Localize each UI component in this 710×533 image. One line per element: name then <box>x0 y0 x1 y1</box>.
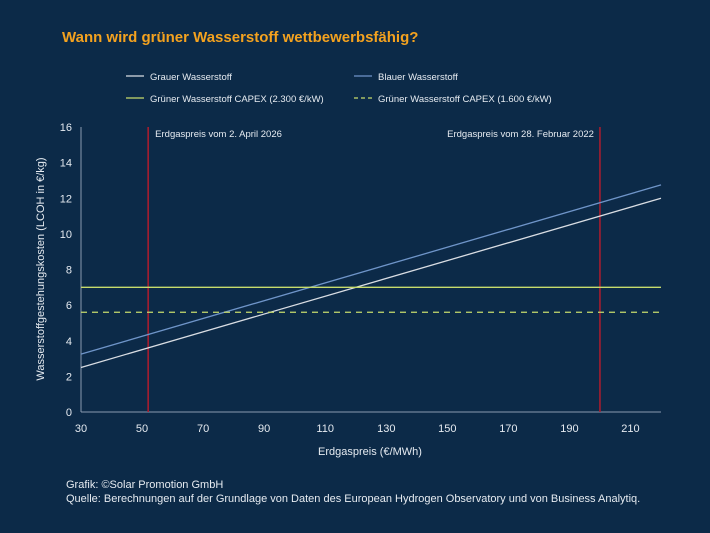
reference-line-label-2: Erdgaspreis vom 28. Februar 2022 <box>447 129 594 140</box>
reference-line-label-1: Erdgaspreis vom 2. April 2026 <box>155 129 282 140</box>
series-line-2 <box>80 184 662 355</box>
axes: 0 2 4 6 8 10 12 14 16 30 50 70 90 110 130 150 170 190 210 <box>60 122 661 435</box>
x-tick-label: 210 <box>621 423 639 435</box>
legend: Grauer Wasserstoff Blauer Wasserstoff Grün… <box>126 72 552 105</box>
x-tick-label: 170 <box>499 423 517 435</box>
x-tick-label: 90 <box>258 423 270 435</box>
x-tick-label: 30 <box>75 423 87 435</box>
plot-area: Erdgaspreis vom 2. April 2026 Erdgaspreis… <box>80 127 662 412</box>
y-tick-label: 8 <box>66 265 72 277</box>
y-tick-label: 16 <box>60 122 72 134</box>
footer-credit: Grafik: ©Solar Promotion GmbH <box>66 479 224 491</box>
series-line-1 <box>80 197 662 369</box>
legend-label-1: Grauer Wasserstoff <box>150 72 232 83</box>
y-axis-label: Wasserstoffgestehungskosten (LCOH in €/k… <box>35 157 47 380</box>
x-tick-label: 110 <box>316 423 334 435</box>
x-tick-label: 70 <box>197 423 209 435</box>
footer: Grafik: ©Solar Promotion GmbH Quelle: Be… <box>66 478 640 506</box>
legend-label-2: Blauer Wasserstoff <box>378 72 458 83</box>
x-tick-label: 130 <box>377 423 395 435</box>
legend-label-3: Grüner Wasserstoff CAPEX (2.300 €/kW) <box>150 94 324 105</box>
y-tick-label: 0 <box>66 407 72 419</box>
y-tick-label: 10 <box>60 229 72 241</box>
y-tick-label: 2 <box>66 371 72 383</box>
footer-source: Quelle: Berechnungen auf der Grundlage v… <box>66 493 641 505</box>
chart-title: Wann wird grüner Wasserstoff wettbewerbs… <box>62 29 419 46</box>
y-tick-label: 4 <box>66 336 72 348</box>
y-tick-label: 14 <box>60 158 72 170</box>
legend-label-4: Grüner Wasserstoff CAPEX (1.600 €/kW) <box>378 94 552 105</box>
x-tick-label: 190 <box>560 423 578 435</box>
x-tick-label: 50 <box>136 423 148 435</box>
y-tick-label: 6 <box>66 300 72 312</box>
x-tick-label: 150 <box>438 423 456 435</box>
x-axis-label: Erdgaspreis (€/MWh) <box>318 446 422 458</box>
y-tick-label: 12 <box>60 193 72 205</box>
